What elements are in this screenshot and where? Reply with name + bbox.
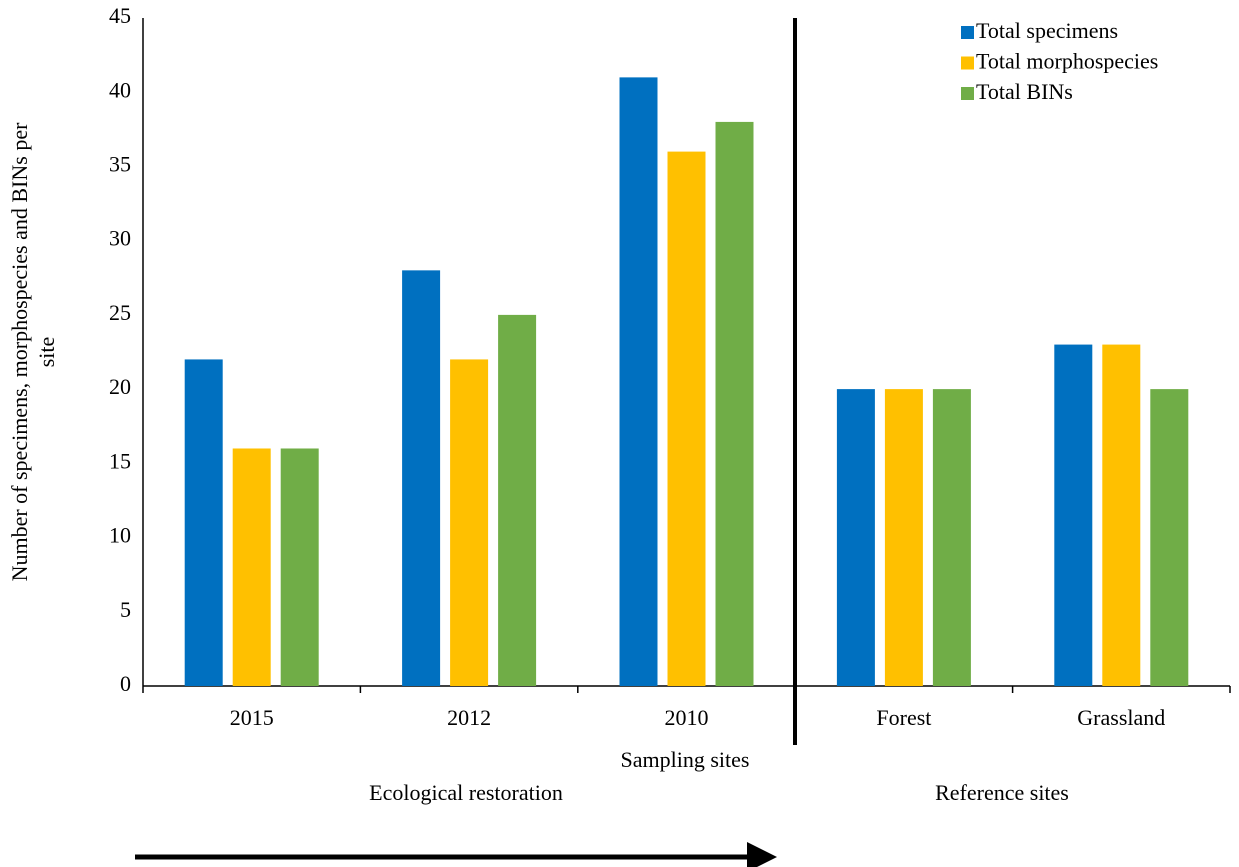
x-axis-title: Sampling sites	[621, 747, 750, 772]
y-tick-label: 40	[109, 77, 131, 102]
legend-swatch	[961, 26, 974, 39]
bar	[836, 389, 875, 686]
bar	[280, 448, 319, 686]
x-tick-label: 2012	[447, 705, 491, 730]
y-tick-label: 15	[109, 448, 131, 473]
bar	[184, 359, 223, 686]
x-tick-label: 2015	[230, 705, 274, 730]
legend-swatch	[961, 87, 974, 100]
y-tick-label: 30	[109, 226, 131, 251]
legend-label: Total BINs	[976, 79, 1073, 104]
legend-label: Total morphospecies	[976, 49, 1158, 74]
bar	[402, 270, 441, 686]
y-axis-title: site	[34, 337, 59, 368]
x-tick-label: Grassland	[1077, 705, 1165, 730]
y-tick-label: 35	[109, 151, 131, 176]
y-tick-label: 5	[120, 597, 131, 622]
legend-swatch	[961, 56, 974, 70]
bar	[884, 389, 923, 686]
bar	[1150, 389, 1189, 686]
x-tick-label: 2010	[665, 705, 709, 730]
bar	[450, 359, 489, 686]
y-tick-label: 25	[109, 300, 131, 325]
bar	[619, 77, 658, 686]
bar	[715, 121, 754, 686]
legend-label: Total specimens	[976, 18, 1118, 43]
y-tick-label: 20	[109, 374, 131, 399]
y-tick-label: 0	[120, 671, 131, 696]
y-axis-title: Number of specimens, morphospecies and B…	[7, 122, 32, 582]
x-tick-label: Forest	[876, 705, 931, 730]
bar	[1054, 344, 1093, 686]
bar	[498, 314, 537, 686]
annotation: Reference sites	[935, 780, 1069, 805]
bar	[932, 389, 971, 686]
bar	[667, 151, 706, 687]
annotation: Ecological restoration	[369, 780, 563, 805]
y-tick-label: 10	[109, 523, 131, 548]
bar	[232, 448, 271, 686]
y-tick-label: 45	[109, 3, 131, 28]
bar	[1102, 344, 1141, 686]
